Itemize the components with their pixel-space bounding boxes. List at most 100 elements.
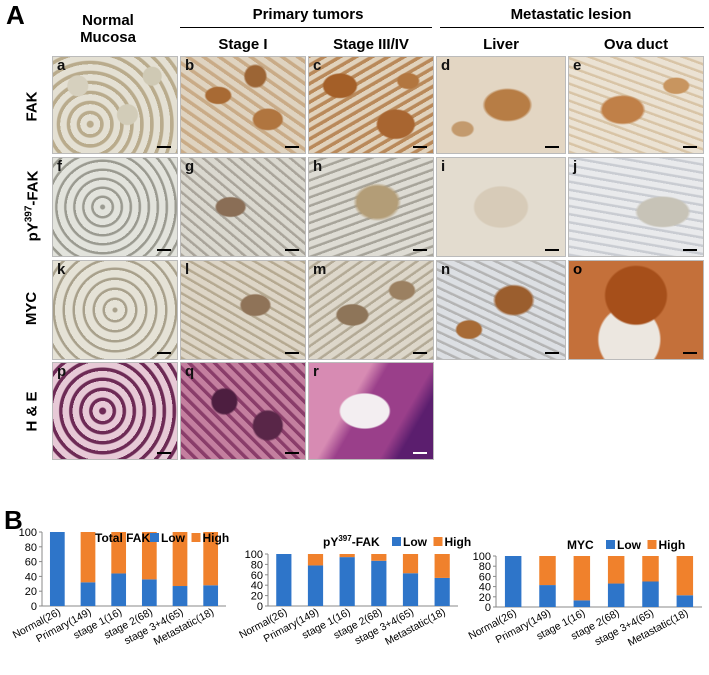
legend-label-high: High — [203, 531, 230, 545]
image-tile-i: i — [436, 157, 566, 257]
image-tile-j: j — [568, 157, 704, 257]
y-tick-label: 0 — [257, 601, 263, 613]
bar-low-3 — [111, 573, 127, 606]
legend-label-high: High — [659, 538, 686, 552]
legend-swatch-low — [606, 540, 615, 549]
tile-label: c — [313, 57, 322, 74]
bar-low-4 — [371, 560, 387, 606]
row-label-he: H & E — [23, 390, 41, 432]
bar-high-3 — [339, 554, 355, 558]
y-tick-label: 20 — [251, 591, 263, 603]
row-label-fak: FAK — [23, 91, 41, 121]
chart-1: 020406080100Normal(26)Primary(149)stage … — [11, 527, 229, 648]
image-tile-n: n — [436, 260, 566, 360]
header-primary-rule — [180, 27, 432, 28]
bar-high-6 — [434, 554, 450, 578]
bar-low-1 — [49, 532, 65, 606]
charts-svg: 020406080100Normal(26)Primary(149)stage … — [11, 527, 702, 649]
y-tick-label: 20 — [479, 592, 491, 604]
image-tile-e: e — [568, 56, 704, 154]
image-tile-d: d — [436, 56, 566, 154]
bar-high-6 — [203, 532, 219, 586]
header-normal-mucosa: Normal Mucosa — [80, 12, 136, 46]
scale-bar — [683, 146, 697, 148]
y-tick-label: 20 — [25, 586, 37, 598]
image-tile-p: p — [52, 362, 178, 460]
image-tile-o: o — [568, 260, 704, 360]
image-tile-c: c — [308, 56, 434, 154]
scale-bar — [285, 452, 299, 454]
y-tick-label: 60 — [251, 570, 263, 582]
tile-label: h — [313, 158, 323, 175]
bar-high-5 — [642, 556, 659, 582]
bar-high-2 — [80, 532, 96, 583]
y-tick-label: 40 — [25, 571, 37, 583]
chart-2: 020406080100Normal(26)Primary(149)stage … — [237, 534, 471, 648]
chart-title: MYC — [567, 538, 594, 552]
scale-bar — [413, 249, 427, 251]
scale-bar — [285, 146, 299, 148]
chart-3: 020406080100Normal(26)Primary(149)stage … — [467, 538, 702, 649]
header-metastatic-rule — [440, 27, 704, 28]
scale-bar — [413, 146, 427, 148]
tile-label: a — [57, 57, 66, 74]
bar-low-6 — [676, 595, 694, 607]
tile-label: e — [573, 57, 582, 74]
bar-high-4 — [371, 554, 387, 561]
scale-bar — [683, 352, 697, 354]
legend-label-low: Low — [161, 531, 186, 545]
bar-low-2 — [80, 582, 96, 606]
row-label-myc: MYC — [23, 291, 41, 325]
tile-label: b — [185, 57, 195, 74]
bar-high-4 — [607, 556, 625, 584]
image-tile-k: k — [52, 260, 178, 360]
header-stage1: Stage I — [218, 36, 268, 53]
bar-low-5 — [402, 573, 419, 606]
scale-bar — [157, 352, 171, 354]
legend-label-high: High — [445, 535, 472, 549]
legend-label-low: Low — [403, 535, 428, 549]
tile-label: q — [185, 363, 195, 380]
bar-low-3 — [573, 600, 591, 607]
chart-title: Total FAK — [95, 531, 150, 545]
bar-low-4 — [141, 579, 157, 606]
bar-high-2 — [307, 554, 324, 566]
panel-a-letter: A — [6, 0, 25, 30]
tile-label: p — [57, 363, 67, 380]
row-label-myc-wrap: MYC — [14, 258, 50, 358]
image-tile-r: r — [308, 362, 434, 460]
tile-label: r — [313, 363, 319, 380]
tile-label: k — [57, 261, 66, 278]
tile-label: m — [313, 261, 327, 278]
bar-low-5 — [642, 581, 659, 607]
image-tile-b: b — [180, 56, 306, 154]
scale-bar — [545, 352, 559, 354]
bar-low-4 — [607, 583, 625, 607]
tile-label: f — [57, 158, 62, 175]
header-ova-duct: Ova duct — [603, 36, 669, 53]
tile-label: i — [441, 158, 446, 175]
header-stage34: Stage III/IV — [333, 36, 409, 53]
bar-high-6 — [676, 556, 694, 596]
image-tile-g: g — [180, 157, 306, 257]
scale-bar — [285, 352, 299, 354]
bar-low-6 — [434, 577, 450, 606]
scale-bar — [413, 352, 427, 354]
bar-high-2 — [539, 556, 556, 586]
legend-swatch-high — [433, 537, 443, 546]
y-tick-label: 100 — [245, 549, 263, 561]
scale-bar — [545, 146, 559, 148]
y-tick-label: 60 — [479, 571, 491, 583]
image-tile-m: m — [308, 260, 434, 360]
legend-swatch-high — [647, 540, 657, 549]
chart-title: pY397-FAK — [323, 534, 380, 549]
header-metastatic-lesion: Metastatic lesion — [510, 6, 632, 23]
bar-low-1 — [504, 556, 522, 607]
image-tile-a: a — [52, 56, 178, 154]
y-tick-label: 40 — [251, 580, 263, 592]
bar-high-5 — [402, 554, 419, 574]
legend-swatch-high — [191, 533, 201, 542]
scale-bar — [683, 249, 697, 251]
legend-swatch-low — [150, 533, 159, 542]
tile-label: n — [441, 261, 451, 278]
